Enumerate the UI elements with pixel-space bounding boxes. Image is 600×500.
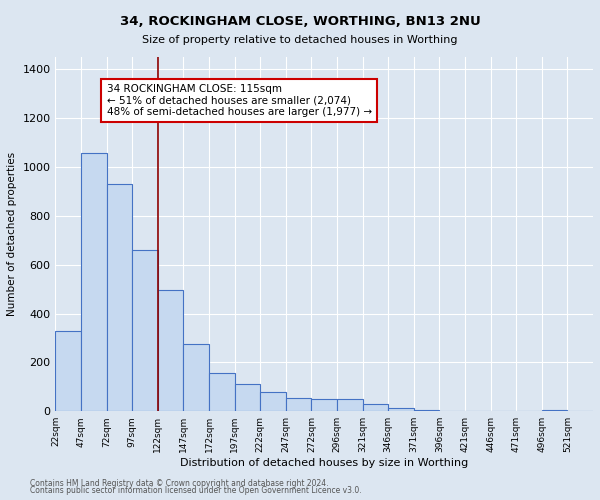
Y-axis label: Number of detached properties: Number of detached properties xyxy=(7,152,17,316)
Bar xyxy=(311,399,337,411)
Text: 34 ROCKINGHAM CLOSE: 115sqm
← 51% of detached houses are smaller (2,074)
48% of : 34 ROCKINGHAM CLOSE: 115sqm ← 51% of det… xyxy=(107,84,372,117)
Bar xyxy=(132,250,158,412)
Bar xyxy=(414,410,439,412)
Bar xyxy=(337,399,362,411)
Bar xyxy=(542,410,568,412)
Bar xyxy=(286,398,311,411)
Bar xyxy=(184,344,209,412)
Text: 34, ROCKINGHAM CLOSE, WORTHING, BN13 2NU: 34, ROCKINGHAM CLOSE, WORTHING, BN13 2NU xyxy=(119,15,481,28)
Bar xyxy=(260,392,286,411)
Text: Contains HM Land Registry data © Crown copyright and database right 2024.: Contains HM Land Registry data © Crown c… xyxy=(30,478,329,488)
X-axis label: Distribution of detached houses by size in Worthing: Distribution of detached houses by size … xyxy=(180,458,469,468)
Bar xyxy=(362,404,388,411)
Bar xyxy=(107,184,132,412)
Bar xyxy=(81,154,107,412)
Bar xyxy=(209,374,235,412)
Bar xyxy=(235,384,260,411)
Bar xyxy=(388,408,414,412)
Bar xyxy=(55,332,81,411)
Text: Size of property relative to detached houses in Worthing: Size of property relative to detached ho… xyxy=(142,35,458,45)
Bar xyxy=(158,290,184,412)
Text: Contains public sector information licensed under the Open Government Licence v3: Contains public sector information licen… xyxy=(30,486,362,495)
